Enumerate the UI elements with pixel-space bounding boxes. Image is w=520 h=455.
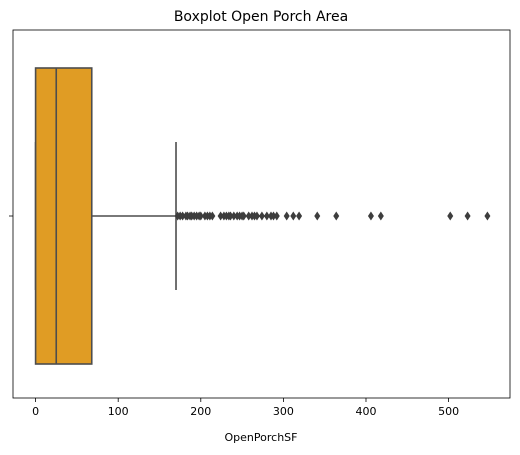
- x-tick-label: 100: [108, 405, 129, 418]
- outlier: [484, 211, 491, 221]
- x-tick-label: 0: [32, 405, 39, 418]
- x-tick-label: 300: [273, 405, 294, 418]
- outlier: [230, 211, 237, 221]
- outlier: [263, 211, 270, 221]
- outlier: [447, 211, 454, 221]
- outlier: [240, 211, 247, 221]
- outlier: [245, 211, 252, 221]
- outlier: [464, 211, 471, 221]
- outlier: [283, 211, 290, 221]
- x-axis-label: OpenPorchSF: [225, 431, 298, 444]
- plot-frame: [12, 29, 511, 399]
- outlier: [209, 211, 216, 221]
- outlier: [258, 211, 265, 221]
- outlier: [253, 211, 260, 221]
- outlier: [179, 211, 186, 221]
- outlier: [290, 211, 297, 221]
- outlier: [314, 211, 321, 221]
- outlier: [296, 211, 303, 221]
- outlier: [270, 211, 277, 221]
- chart-title: Boxplot Open Porch Area: [174, 9, 348, 25]
- outlier: [377, 211, 384, 221]
- box: [34, 67, 93, 365]
- outlier: [273, 211, 280, 221]
- x-tick-label: 200: [190, 405, 211, 418]
- outlier: [367, 211, 374, 221]
- outlier: [333, 211, 340, 221]
- outlier: [217, 211, 224, 221]
- outlier: [227, 211, 234, 221]
- x-tick-label: 500: [438, 405, 459, 418]
- x-tick-label: 400: [355, 405, 376, 418]
- outlier: [197, 211, 204, 221]
